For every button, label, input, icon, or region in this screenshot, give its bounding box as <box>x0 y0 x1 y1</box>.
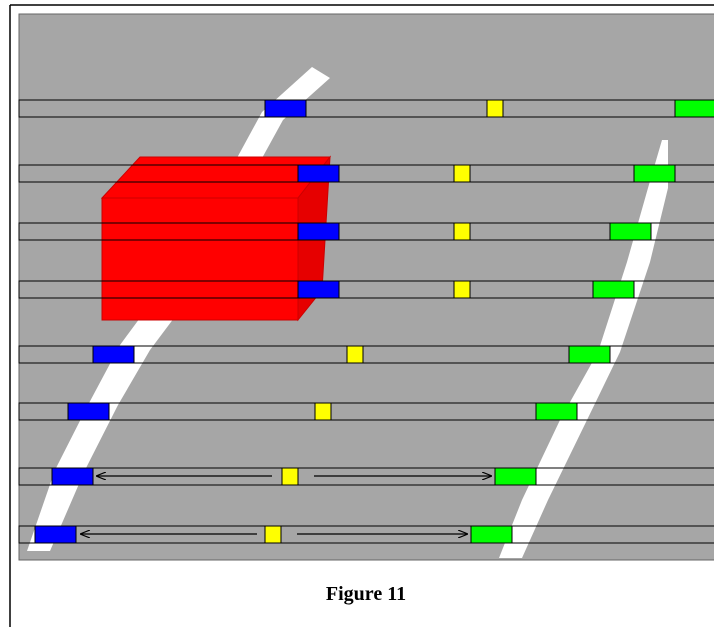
page: Figure 11 (() => { const data = JSON.par… <box>0 0 714 627</box>
red-box <box>102 157 330 320</box>
figure: Figure 11 <box>0 0 714 627</box>
caption: Figure 11 <box>326 583 406 605</box>
